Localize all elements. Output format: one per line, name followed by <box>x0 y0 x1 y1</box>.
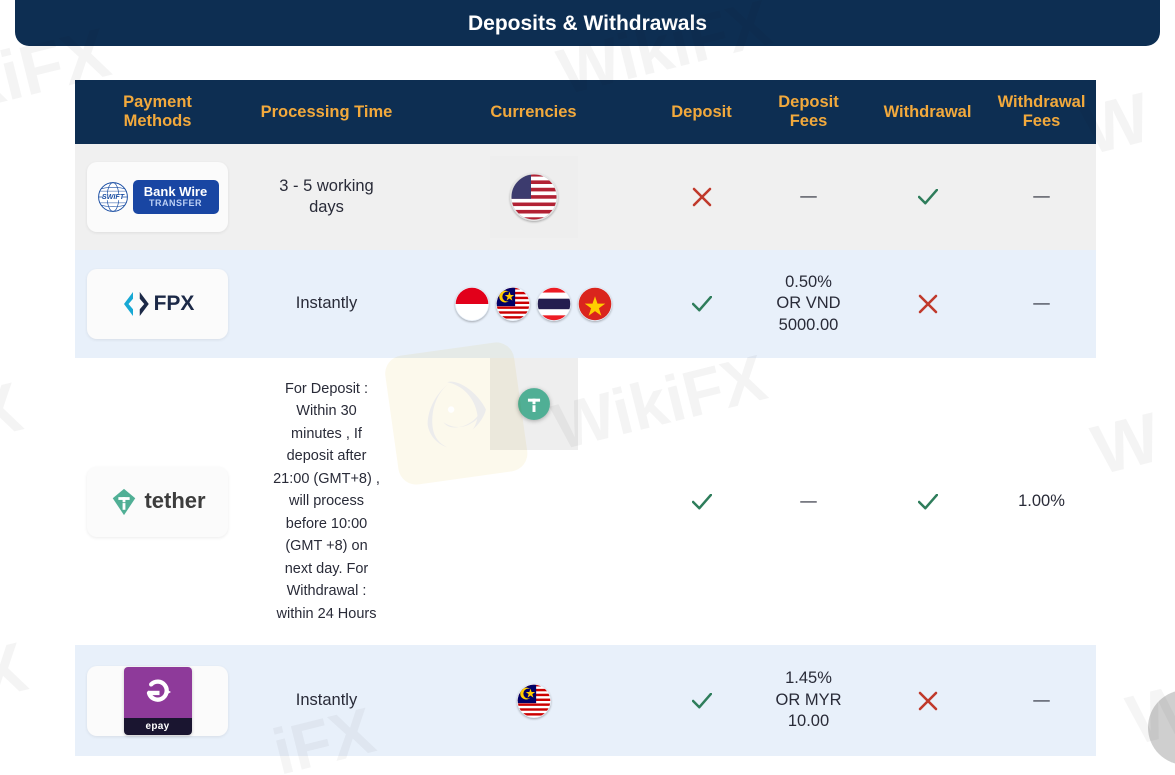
svg-text:SWIFT: SWIFT <box>101 192 124 201</box>
svg-text:X: X <box>0 628 34 715</box>
svg-text:X: X <box>0 368 29 455</box>
svg-text:W: W <box>1085 398 1168 490</box>
